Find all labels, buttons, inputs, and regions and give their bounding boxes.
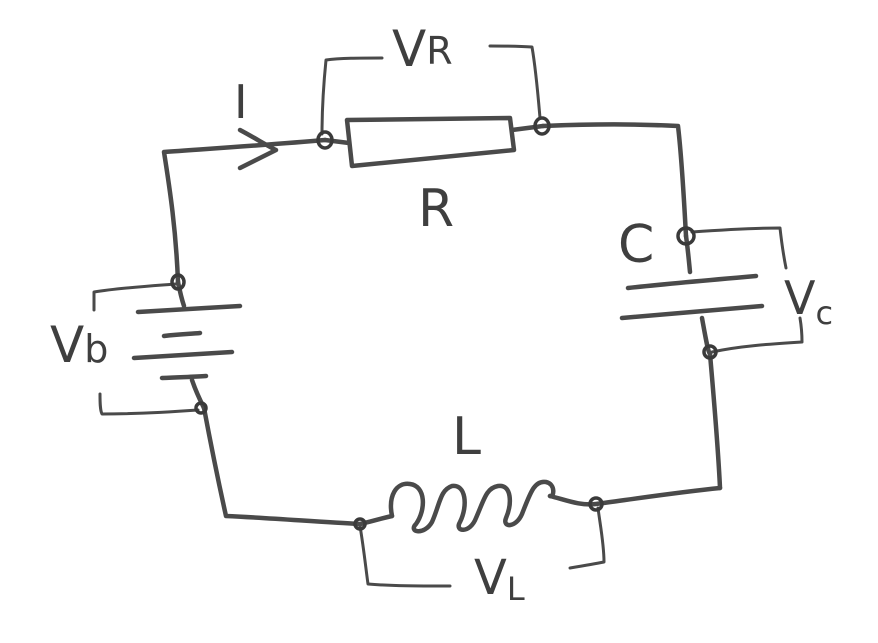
battery-voltage-base: V (50, 316, 84, 374)
battery (131, 303, 243, 381)
resistor-label: R (418, 179, 454, 239)
inductor-voltage-sub: L (507, 570, 525, 608)
inductor (388, 479, 556, 534)
capacitor-top-plate (625, 273, 759, 291)
resistor-right-lead (509, 123, 546, 133)
resistor-voltage-bracket (320, 44, 542, 136)
wire-capacitor-top-lead (683, 233, 693, 275)
inductor-voltage-bracket (358, 506, 606, 588)
capacitor-voltage-label: Vc (784, 271, 833, 332)
current-arrow (237, 127, 279, 171)
wire-bottom-right (547, 485, 723, 507)
battery-plate-3 (131, 349, 235, 361)
capacitor-voltage-sub: c (815, 294, 833, 332)
current-arrow-head (237, 127, 279, 171)
inductor-coil (388, 479, 556, 534)
capacitor-bottom-plate (619, 303, 765, 321)
node-inductor-left (353, 517, 367, 531)
labels: I VR R C Vc Vb L VL (50, 20, 833, 608)
battery-voltage-label: Vb (50, 316, 108, 374)
inductor-voltage-base: V (474, 550, 507, 606)
resistor-voltage-label: VR (392, 20, 453, 78)
nodes (170, 116, 718, 531)
node-resistor-left (316, 130, 334, 150)
wire-battery-bottom-lead (189, 377, 207, 411)
resistor-voltage-base: V (392, 20, 426, 78)
wire-bottom-left (201, 405, 395, 527)
voltage-brackets (92, 44, 804, 588)
node-resistor-right (533, 116, 551, 136)
resistor-body (344, 115, 517, 169)
battery-voltage-sub: b (84, 327, 108, 371)
battery-voltage-bracket (92, 282, 200, 416)
battery-plate-1 (135, 303, 243, 315)
inductor-label: L (452, 407, 481, 467)
node-capacitor-top (676, 226, 696, 246)
resistor-voltage-sub: R (426, 29, 452, 73)
capacitor (619, 273, 765, 321)
current-label: I (234, 75, 248, 129)
capacitor-label: C (618, 215, 654, 275)
circuit-wires (161, 122, 723, 527)
resistor-left-lead (322, 137, 352, 146)
inductor-voltage-label: VL (474, 550, 525, 608)
node-capacitor-bottom (702, 344, 718, 360)
capacitor-voltage-bracket (690, 226, 804, 354)
node-battery-top (170, 273, 186, 291)
node-battery-bottom (194, 401, 208, 415)
battery-plate-4 (159, 373, 209, 381)
wire-right-side (699, 315, 723, 491)
wire-top-left (161, 137, 328, 285)
capacitor-voltage-base: V (784, 271, 816, 325)
wire-top-right (540, 122, 689, 239)
wire-battery-top-lead (175, 279, 187, 309)
battery-plate-2 (161, 330, 203, 339)
resistor (322, 115, 546, 169)
node-inductor-right (588, 496, 604, 512)
